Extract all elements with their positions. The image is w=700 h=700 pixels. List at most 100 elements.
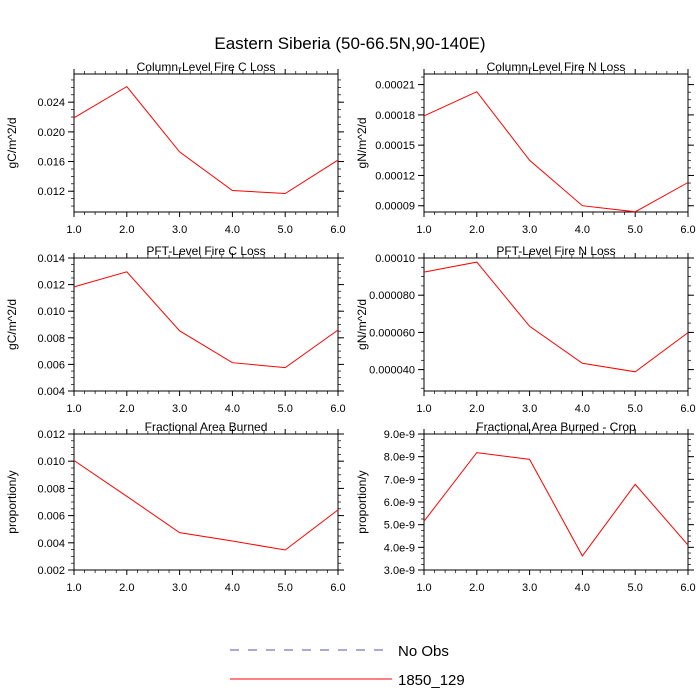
x-tick-label: 6.0	[330, 224, 345, 236]
panel-frame	[73, 433, 339, 571]
panel-1: Column-Level Fire C Loss gC/m^2/d 1.0 2.0 3.…	[5, 60, 346, 236]
y-tick-label: 0.020	[37, 127, 65, 139]
panel-frame	[423, 433, 689, 571]
y-axis-label: proportion/y	[355, 470, 369, 533]
y-tick-label: 4.0e-9	[384, 542, 415, 554]
panel-4: PFT-Level Fire N Loss gN/m^2/d 1.0 2.0 3.0 4.…	[355, 244, 696, 415]
y-tick-label: 6.0e-9	[384, 497, 415, 509]
panels-group: Column-Level Fire C Loss gC/m^2/d 1.0 2.0 3.…	[5, 60, 696, 594]
x-tick-label: 2.0	[119, 582, 134, 594]
y-tick-label: 7.0e-9	[384, 474, 415, 486]
panel-frame	[423, 73, 689, 213]
series-line-1850-129	[73, 85, 339, 195]
x-tick-label: 2.0	[119, 224, 134, 236]
panel-5: Fractional Area Burned proportion/y 1.0 2.0…	[5, 420, 346, 594]
y-tick-label: 0.000060	[369, 327, 415, 339]
y-tick-label: 0.00018	[375, 110, 415, 122]
y-tick-label: 0.00021	[375, 80, 415, 92]
x-tick-label: 6.0	[680, 403, 695, 415]
x-tick-label: 5.0	[278, 582, 293, 594]
figure-title: Eastern Siberia (50-66.5N,90-140E)	[214, 34, 485, 53]
x-tick-label: 4.0	[225, 403, 240, 415]
y-tick-label: 0.010	[37, 456, 65, 468]
y-tick-label: 0.000080	[369, 290, 415, 302]
x-tick-label: 3.0	[172, 224, 187, 236]
y-tick-label: 3.0e-9	[384, 565, 415, 577]
y-tick-label: 0.008	[37, 483, 65, 495]
x-tick-label: 4.0	[225, 582, 240, 594]
panel-title: Fractional Area Burned	[145, 420, 268, 434]
y-tick-label: 0.000040	[369, 365, 415, 377]
series-line-1850-129	[423, 452, 689, 557]
x-tick-label: 5.0	[278, 403, 293, 415]
y-tick-label: 0.012	[37, 186, 65, 198]
x-tick-label: 4.0	[575, 224, 590, 236]
y-tick-label: 0.00012	[375, 170, 415, 182]
panel-frame	[423, 257, 689, 392]
panel-6: Fractional Area Burned - Crop proportion/…	[355, 420, 696, 594]
y-tick-label: 0.014	[37, 253, 65, 265]
y-tick-label: 0.016	[37, 157, 65, 169]
x-tick-label: 2.0	[469, 224, 484, 236]
y-axis-label: gC/m^2/d	[5, 118, 19, 169]
y-tick-label: 0.006	[37, 511, 65, 523]
x-tick-label: 5.0	[628, 403, 643, 415]
y-tick-label: 8.0e-9	[384, 452, 415, 464]
panel-title: Fractional Area Burned - Crop	[476, 420, 636, 434]
panel-title: Column-Level Fire C Loss	[137, 60, 276, 74]
y-tick-label: 5.0e-9	[384, 520, 415, 532]
x-tick-label: 6.0	[680, 582, 695, 594]
panel-3: PFT-Level Fire C Loss gC/m^2/d 1.0 2.0 3.0 4.…	[5, 244, 346, 415]
y-tick-label: 0.006	[37, 359, 65, 371]
y-axis-label: gC/m^2/d	[5, 299, 19, 350]
x-tick-label: 4.0	[575, 582, 590, 594]
x-tick-label: 2.0	[469, 403, 484, 415]
y-tick-label: 0.024	[37, 97, 65, 109]
x-tick-label: 3.0	[522, 403, 537, 415]
y-tick-label: 0.004	[37, 538, 65, 550]
legend: No Obs 1850_129	[230, 643, 465, 689]
x-tick-label: 1.0	[66, 224, 81, 236]
panel-title: Column-Level Fire N Loss	[487, 60, 626, 74]
y-axis-label: gN/m^2/d	[355, 299, 369, 350]
x-tick-label: 3.0	[522, 582, 537, 594]
x-tick-label: 5.0	[628, 582, 643, 594]
series-line-1850-129	[73, 460, 339, 551]
panel-frame	[73, 257, 339, 392]
y-tick-label: 0.008	[37, 333, 65, 345]
x-tick-label: 6.0	[330, 403, 345, 415]
x-tick-label: 1.0	[416, 403, 431, 415]
x-tick-label: 1.0	[66, 403, 81, 415]
x-tick-label: 3.0	[522, 224, 537, 236]
x-tick-label: 4.0	[225, 224, 240, 236]
legend-label-1850-129: 1850_129	[398, 672, 465, 689]
panel-title: PFT-Level Fire N Loss	[496, 244, 615, 258]
y-tick-label: 0.002	[37, 565, 65, 577]
x-tick-label: 5.0	[628, 224, 643, 236]
x-tick-label: 2.0	[119, 403, 134, 415]
y-tick-label: 0.010	[37, 306, 65, 318]
x-tick-label: 3.0	[172, 403, 187, 415]
y-tick-label: 9.0e-9	[384, 429, 415, 441]
x-tick-label: 1.0	[416, 224, 431, 236]
series-line-1850-129	[73, 271, 339, 369]
y-tick-label: 0.00015	[375, 140, 415, 152]
y-tick-label: 0.012	[37, 280, 65, 292]
legend-label-no-obs: No Obs	[398, 643, 449, 660]
series-line-1850-129	[423, 261, 689, 373]
x-tick-label: 3.0	[172, 582, 187, 594]
y-axis-label: proportion/y	[5, 470, 19, 533]
y-axis-label: gN/m^2/d	[355, 118, 369, 169]
y-tick-label: 0.00009	[375, 201, 415, 213]
panel-frame	[73, 73, 339, 213]
x-tick-label: 5.0	[278, 224, 293, 236]
y-tick-label: 0.00010	[375, 253, 415, 265]
panel-2: Column-Level Fire N Loss gN/m^2/d 1.0 2.0 3.…	[355, 60, 696, 236]
x-tick-label: 2.0	[469, 582, 484, 594]
x-tick-label: 4.0	[575, 403, 590, 415]
x-tick-label: 6.0	[330, 582, 345, 594]
x-tick-label: 6.0	[680, 224, 695, 236]
y-tick-label: 0.012	[37, 429, 65, 441]
y-tick-label: 0.004	[37, 386, 65, 398]
